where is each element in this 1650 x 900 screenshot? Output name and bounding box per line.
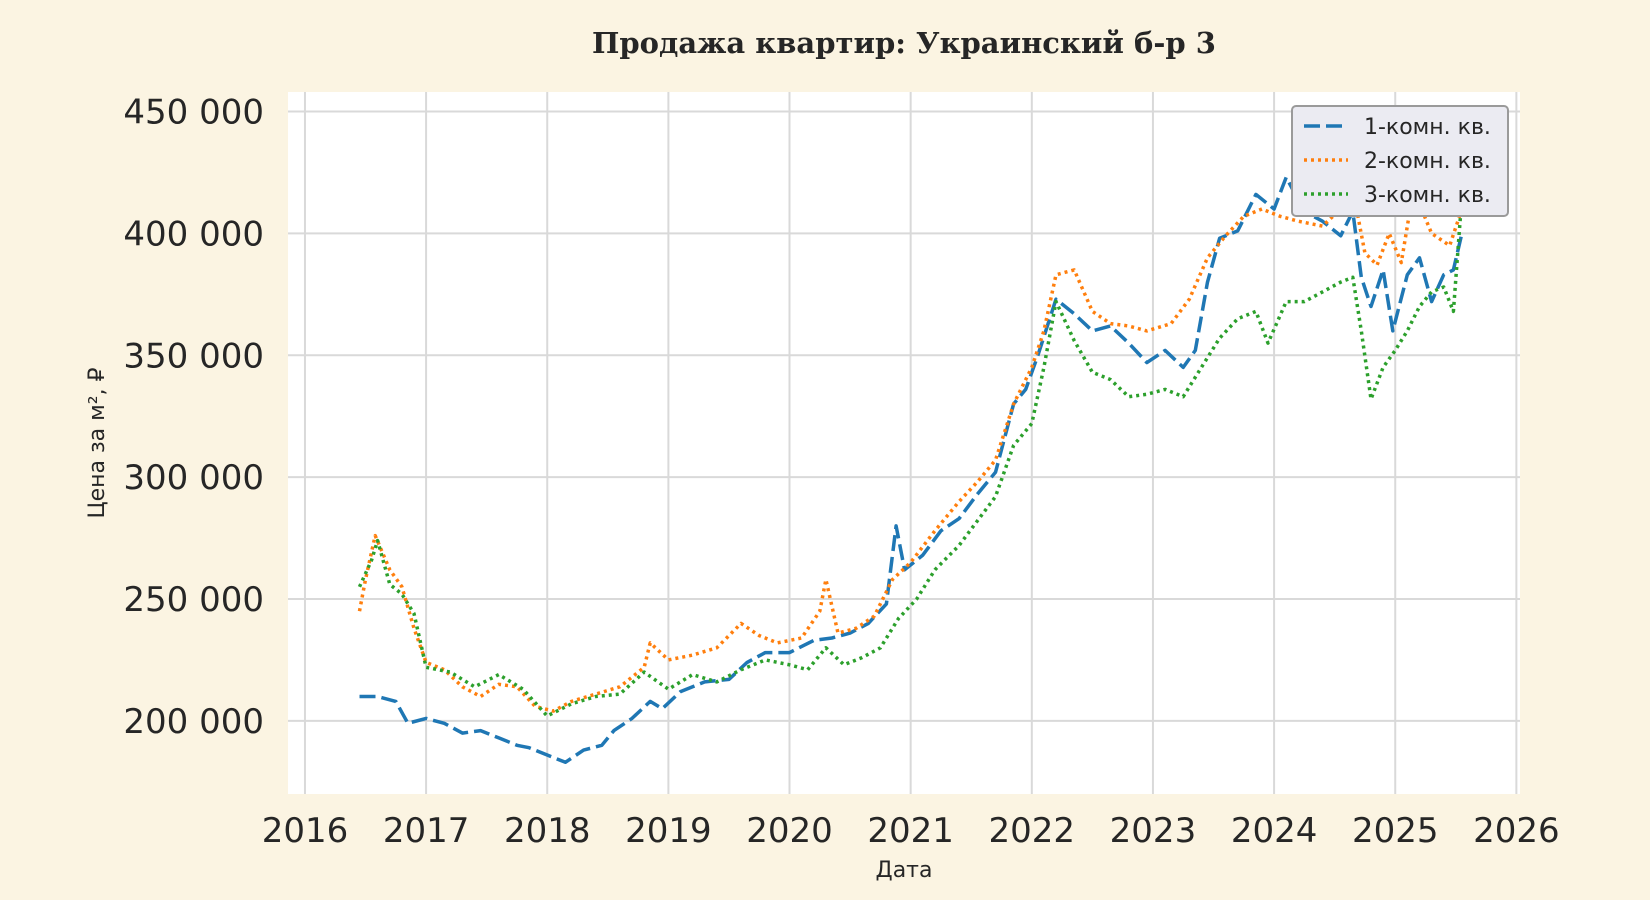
- x-axis-label: Дата: [876, 858, 933, 883]
- x-tick-label: 2024: [1231, 811, 1318, 851]
- y-tick-label: 400 000: [123, 214, 264, 254]
- legend: 1-комн. кв. 2-комн. кв. 3-комн. кв.: [1291, 105, 1509, 217]
- series-line-3: [357, 196, 1464, 718]
- y-tick-label: 200 000: [123, 702, 264, 742]
- chart-title: Продажа квартир: Украинский б-р 3: [592, 26, 1216, 60]
- y-axis-label: Цена за м², ₽: [85, 367, 110, 518]
- y-tick-label: 350 000: [123, 336, 264, 376]
- x-tick-label: 2018: [504, 811, 591, 851]
- x-tick-label: 2020: [746, 811, 833, 851]
- x-tick-label: 2022: [989, 811, 1076, 851]
- legend-label-1: 1-комн. кв.: [1364, 115, 1491, 140]
- series-line-2: [357, 187, 1464, 713]
- series-lines: [357, 175, 1464, 765]
- tick-labels: 2016 2017 2018 2019 2020 2021 2022 2023 2024 2025…: [123, 93, 1559, 852]
- x-tick-label: 2017: [383, 811, 470, 851]
- y-tick-label: 300 000: [123, 458, 264, 498]
- x-tick-label: 2023: [1110, 811, 1197, 851]
- x-tick-label: 2021: [867, 811, 954, 851]
- legend-label-3: 3-комн. кв.: [1364, 183, 1491, 208]
- x-tick-label: 2026: [1473, 811, 1560, 851]
- legend-box: [1291, 105, 1509, 217]
- legend-label-2: 2-комн. кв.: [1364, 149, 1491, 174]
- y-tick-label: 450 000: [123, 93, 264, 133]
- x-tick-label: 2016: [262, 811, 349, 851]
- x-tick-label: 2019: [625, 811, 712, 851]
- y-tick-label: 250 000: [123, 580, 264, 620]
- series-line-1: [359, 175, 1464, 765]
- x-tick-label: 2025: [1352, 811, 1439, 851]
